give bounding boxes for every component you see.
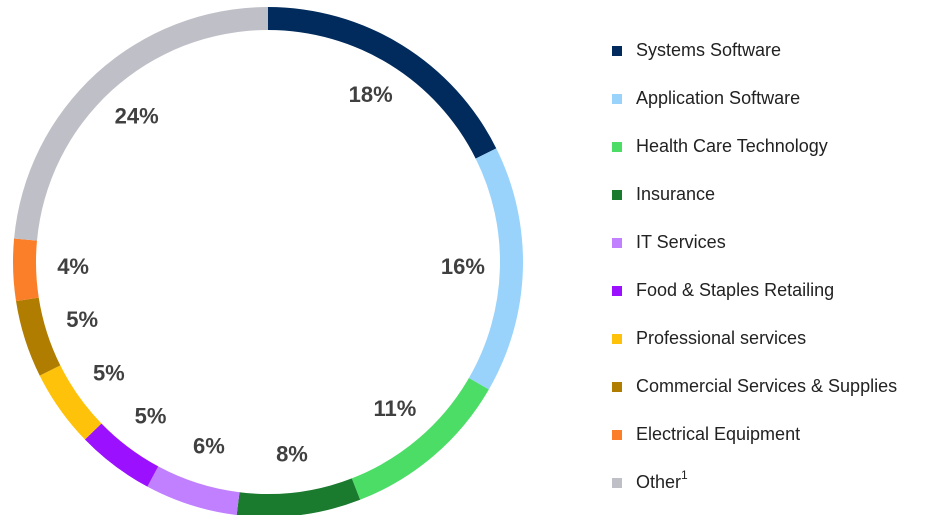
slice-label: 24% bbox=[115, 104, 159, 129]
legend-label: Professional services bbox=[636, 328, 806, 348]
legend-swatch bbox=[612, 430, 622, 440]
legend-swatch bbox=[612, 46, 622, 56]
legend-label: Other1 bbox=[636, 468, 688, 492]
donut-slice bbox=[147, 466, 240, 515]
legend-swatch bbox=[612, 94, 622, 104]
legend-label: IT Services bbox=[636, 232, 726, 252]
donut-slice bbox=[12, 238, 39, 302]
donut-slice bbox=[39, 365, 102, 440]
legend-swatch bbox=[612, 286, 622, 296]
slice-label: 6% bbox=[193, 434, 225, 459]
donut-slice bbox=[84, 423, 159, 487]
legend-label: Insurance bbox=[636, 184, 715, 204]
donut-slice bbox=[268, 7, 497, 159]
slice-label: 8% bbox=[276, 441, 308, 466]
donut-slice bbox=[468, 148, 523, 390]
slice-label: 16% bbox=[441, 254, 485, 279]
slice-label: 5% bbox=[66, 307, 98, 332]
legend-label: Application Software bbox=[636, 88, 800, 108]
donut-slice bbox=[14, 7, 269, 241]
slice-label: 18% bbox=[349, 82, 393, 107]
legend-swatch bbox=[612, 382, 622, 392]
legend-swatch bbox=[612, 334, 622, 344]
legend-label: Systems Software bbox=[636, 40, 781, 60]
slice-label: 11% bbox=[373, 396, 416, 421]
footnote-marker: 1 bbox=[681, 468, 688, 482]
legend-swatch bbox=[612, 190, 622, 200]
legend-label: Commercial Services & Supplies bbox=[636, 376, 897, 396]
slice-label: 4% bbox=[57, 254, 89, 279]
legend-label: Food & Staples Retailing bbox=[636, 280, 834, 300]
legend-label: Electrical Equipment bbox=[636, 424, 800, 444]
legend-label: Health Care Technology bbox=[636, 136, 828, 156]
donut-slice bbox=[351, 378, 489, 500]
slice-label: 5% bbox=[135, 403, 167, 428]
slice-label: 5% bbox=[93, 360, 125, 385]
legend-swatch bbox=[612, 238, 622, 248]
donut-slice bbox=[16, 297, 61, 376]
legend-swatch bbox=[612, 478, 622, 488]
donut-slice bbox=[236, 478, 361, 515]
legend-swatch bbox=[612, 142, 622, 152]
